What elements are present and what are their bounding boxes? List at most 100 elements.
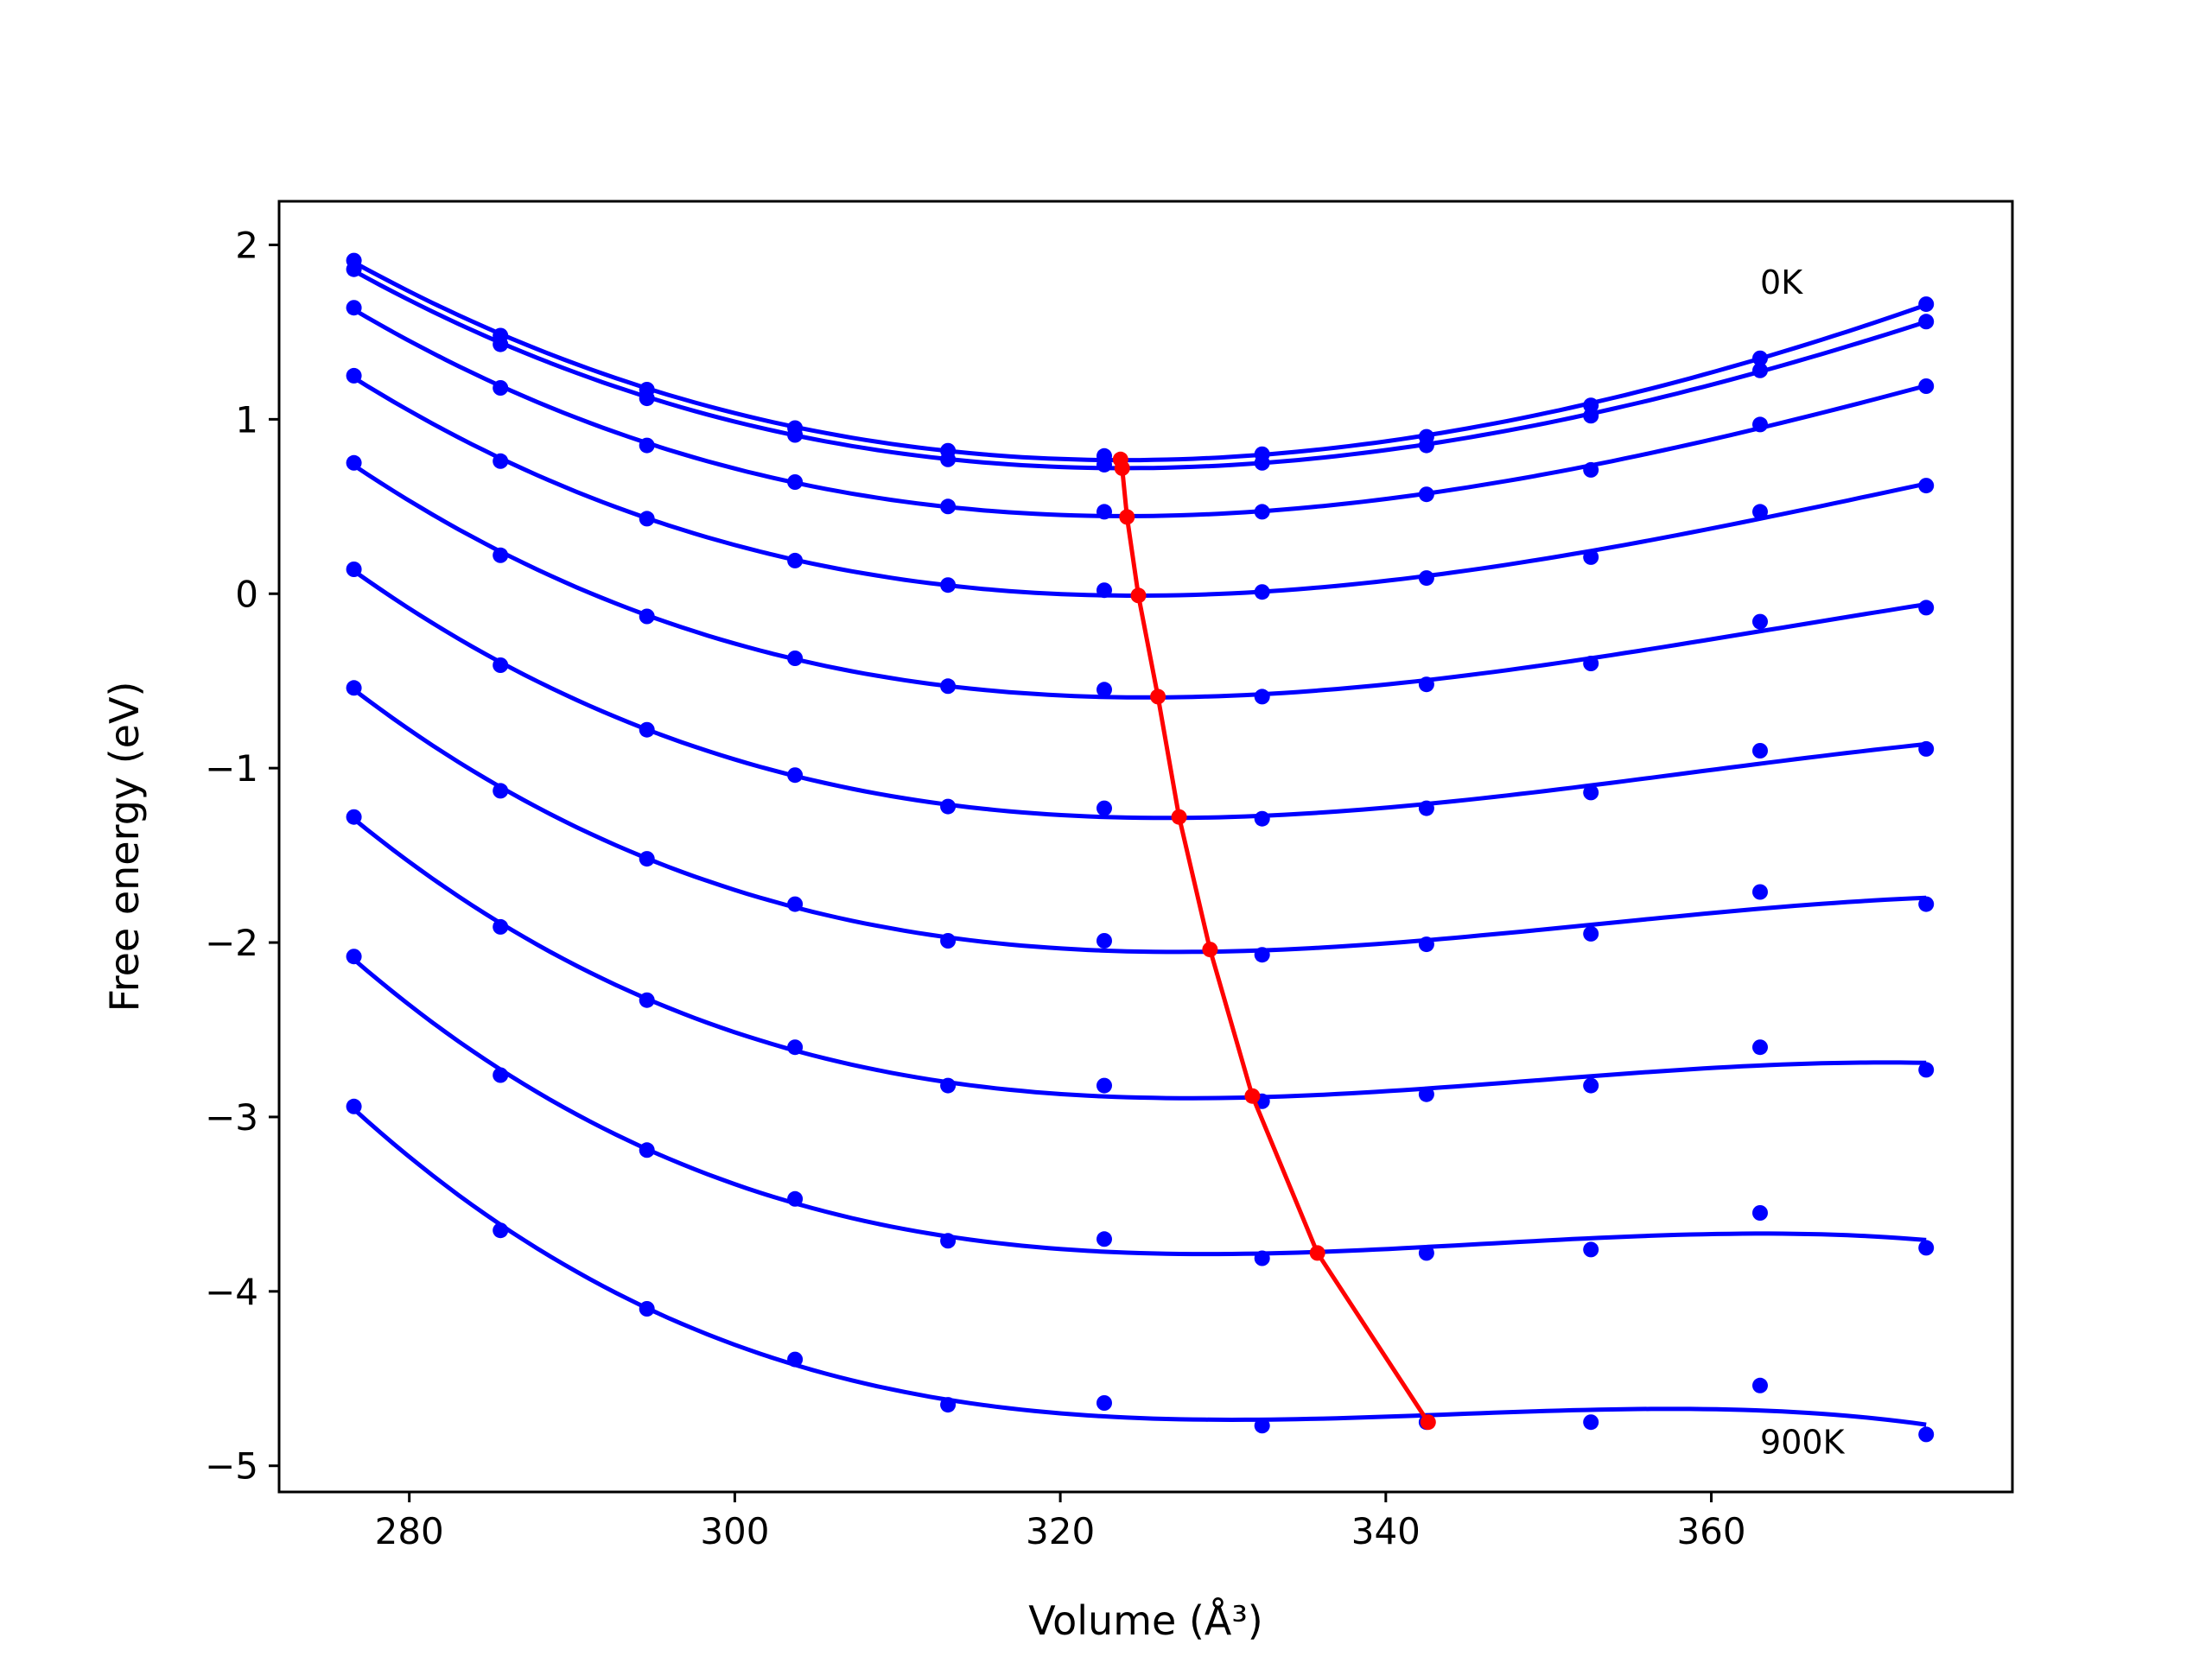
data-point — [1096, 456, 1112, 473]
data-point — [639, 1301, 655, 1317]
data-point — [1752, 416, 1768, 433]
x-axis-label: Volume (Å³) — [1028, 1597, 1263, 1644]
data-point — [787, 767, 804, 784]
data-point — [1418, 570, 1434, 587]
data-point — [787, 474, 804, 490]
data-point — [940, 577, 957, 593]
x-tick-label: 320 — [1026, 1510, 1095, 1552]
data-point — [1752, 504, 1768, 520]
data-point — [346, 367, 362, 384]
data-point — [1418, 486, 1434, 503]
data-point — [1583, 1241, 1599, 1258]
data-point — [639, 721, 655, 738]
y-axis-label: Free energy (eV) — [101, 682, 148, 1012]
data-point — [940, 1077, 957, 1094]
data-point — [787, 552, 804, 568]
data-point — [1752, 350, 1768, 366]
data-point — [787, 1351, 804, 1368]
data-point — [1583, 408, 1599, 424]
fit-curve-5 — [353, 568, 1927, 821]
data-point — [346, 454, 362, 471]
data-point — [493, 336, 509, 352]
data-point — [1418, 936, 1434, 953]
y-tick-label: −2 — [205, 922, 258, 964]
data-point — [1918, 896, 1935, 912]
data-point — [1583, 1414, 1599, 1431]
data-point — [1096, 582, 1112, 599]
data-point — [639, 437, 655, 454]
data-point — [1752, 613, 1768, 630]
data-point — [787, 651, 804, 666]
x-tick-label: 280 — [375, 1510, 444, 1552]
data-point — [639, 1142, 655, 1158]
data-point — [1752, 1039, 1768, 1056]
data-point — [1918, 296, 1935, 313]
minimum-point — [1309, 1245, 1325, 1261]
data-point — [1583, 461, 1599, 478]
data-point — [940, 678, 957, 695]
fit-curve-0 — [353, 260, 1928, 463]
data-points — [346, 252, 1935, 1443]
data-point — [346, 809, 362, 825]
data-point — [1918, 600, 1935, 616]
data-point — [493, 1222, 509, 1239]
data-point — [1583, 1077, 1599, 1094]
data-point — [1752, 1205, 1768, 1221]
minimum-point — [1150, 689, 1166, 705]
data-point — [1918, 1426, 1935, 1443]
data-point — [1418, 676, 1434, 693]
data-point — [493, 453, 509, 469]
data-point — [493, 657, 509, 673]
data-point — [1418, 1245, 1434, 1261]
minimum-point — [1114, 460, 1130, 476]
data-point — [1918, 314, 1935, 330]
y-tick-label: 2 — [235, 224, 258, 266]
data-point — [787, 896, 804, 912]
data-point — [346, 680, 362, 696]
x-tick-label: 360 — [1676, 1510, 1745, 1552]
data-point — [346, 562, 362, 577]
y-tick-label: 1 — [235, 398, 258, 441]
data-point — [1918, 378, 1935, 394]
fit-curve-2 — [353, 308, 1927, 518]
data-point — [1096, 1231, 1112, 1247]
data-point — [639, 390, 655, 407]
annotations: 0K 900K — [1760, 263, 1846, 1462]
data-point — [493, 380, 509, 396]
y-tick-label: −4 — [205, 1271, 258, 1313]
data-point — [1096, 682, 1112, 698]
data-point — [1254, 1250, 1270, 1266]
y-tick-label: −5 — [205, 1445, 258, 1488]
minimum-line — [1112, 451, 1436, 1431]
data-point — [346, 1098, 362, 1114]
temperature-annotation: 900K — [1760, 1424, 1846, 1462]
data-point — [940, 1233, 957, 1249]
data-point — [1583, 549, 1599, 565]
data-point — [1096, 1395, 1112, 1411]
minimum-point — [1244, 1088, 1261, 1104]
data-point — [639, 511, 655, 527]
minimum-point — [1202, 942, 1218, 958]
data-point — [1583, 656, 1599, 671]
y-tick-label: −1 — [205, 747, 258, 790]
data-point — [940, 1397, 957, 1413]
data-point — [1254, 454, 1270, 471]
data-point — [346, 300, 362, 316]
minimum-point — [1130, 587, 1147, 604]
data-point — [1254, 584, 1270, 600]
data-point — [346, 949, 362, 965]
y-tick-label: −3 — [205, 1096, 258, 1139]
minimum-point — [1119, 509, 1135, 525]
temperature-annotation: 0K — [1760, 263, 1803, 301]
data-point — [1254, 1418, 1270, 1434]
data-point — [346, 261, 362, 277]
data-point — [787, 1039, 804, 1056]
data-point — [1752, 743, 1768, 759]
data-point — [940, 498, 957, 515]
minimum-point — [1171, 809, 1187, 825]
fit-curve-4 — [353, 463, 1927, 700]
data-point — [940, 933, 957, 949]
data-point — [493, 1067, 509, 1083]
